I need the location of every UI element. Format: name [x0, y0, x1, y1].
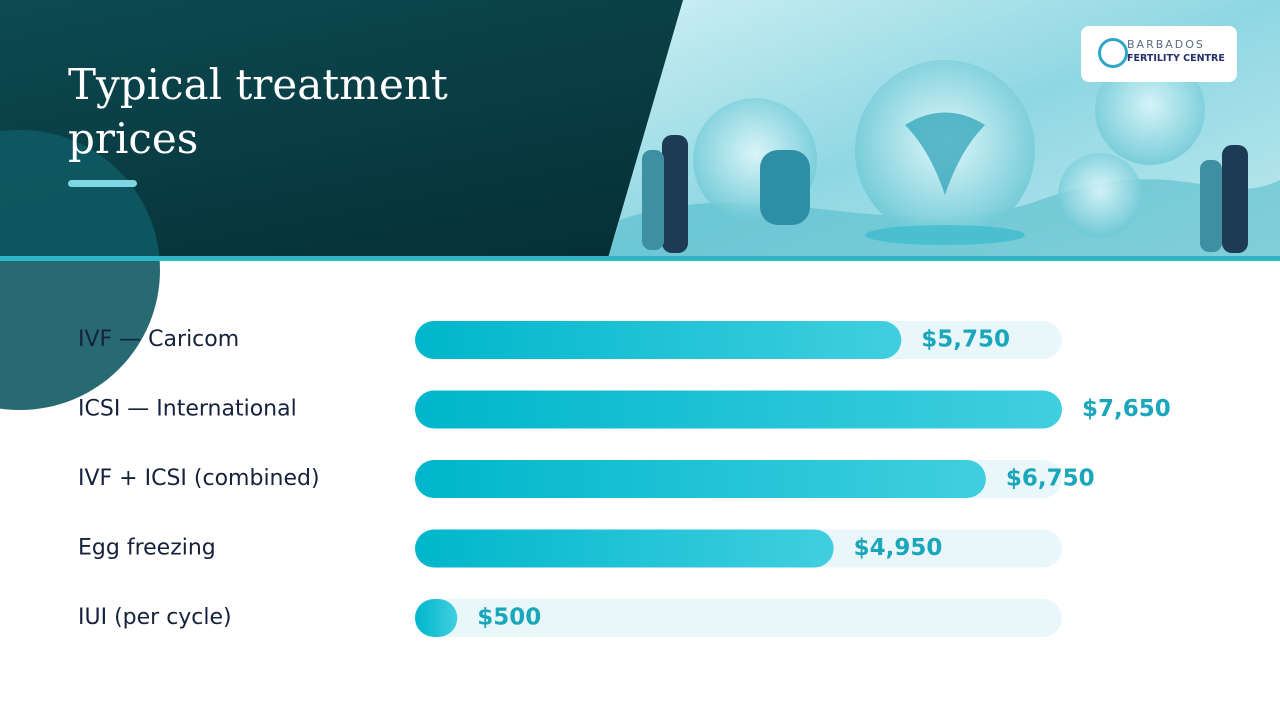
- title: Typical treatment prices: [68, 60, 448, 163]
- logo: BARBADOS FERTILITY CENTRE: [1081, 26, 1237, 82]
- category-label: IUI (per cycle): [78, 605, 232, 630]
- category-label: IVF — Caricom: [78, 327, 239, 352]
- bar: [415, 390, 1062, 429]
- bar: [415, 460, 986, 498]
- bar-track: [415, 599, 1062, 637]
- value-label: $500: [477, 605, 541, 631]
- category-label: ICSI — International: [78, 397, 297, 422]
- bar: [415, 599, 458, 637]
- bar: [415, 529, 834, 568]
- category-label: Egg freezing: [78, 536, 216, 561]
- logo-text: FERTILITY CENTRE: [1127, 53, 1225, 64]
- category-label: IVF + ICSI (combined): [78, 466, 320, 491]
- logo-text: BARBADOS: [1127, 38, 1205, 51]
- bar: [415, 321, 902, 359]
- value-label: $5,750: [921, 327, 1010, 353]
- value-label: $6,750: [1006, 466, 1095, 492]
- value-label: $4,950: [854, 535, 943, 561]
- value-label: $7,650: [1082, 396, 1171, 422]
- logo-icon: [1098, 38, 1128, 68]
